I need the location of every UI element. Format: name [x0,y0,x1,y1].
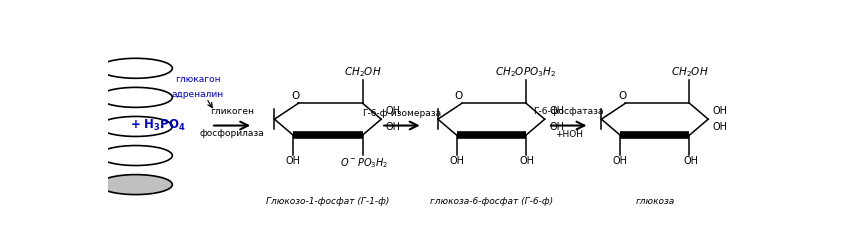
Text: OH: OH [386,122,401,132]
Circle shape [99,58,172,78]
Text: OH: OH [520,156,535,166]
Circle shape [99,116,172,136]
Text: OH: OH [386,106,401,116]
Text: OH: OH [449,156,464,166]
Circle shape [99,175,172,195]
Circle shape [99,146,172,165]
Text: $CH_2OH$: $CH_2OH$ [344,65,381,79]
Text: O: O [455,91,462,101]
Text: адреналин: адреналин [171,90,224,99]
Text: O: O [618,91,626,101]
Text: $\mathbf{+\ H_3PO_4}$: $\mathbf{+\ H_3PO_4}$ [131,118,186,133]
Text: Глюкозо-1-фосфат (Г-1-ф): Глюкозо-1-фосфат (Г-1-ф) [266,197,389,206]
Text: OH: OH [713,122,728,132]
Text: глюкагон: глюкагон [175,75,220,84]
Text: глюкоза: глюкоза [635,197,674,206]
Text: Г-6-фосфатаза: Г-6-фосфатаза [534,107,604,116]
Text: Г-6-ф-изомераза: Г-6-ф-изомераза [362,109,442,118]
Text: OH: OH [684,156,698,166]
Text: OH: OH [549,122,564,132]
Text: фосфорилаза: фосфорилаза [200,129,264,138]
Text: $O^-PO_3H_2$: $O^-PO_3H_2$ [340,156,388,170]
Text: OH: OH [549,106,564,116]
Text: OH: OH [713,106,728,116]
Text: гликоген: гликоген [210,107,254,116]
Text: O: O [291,91,300,101]
Text: +НОН: +НОН [554,130,583,139]
Text: OH: OH [286,156,300,166]
Text: глюкоза-6-фосфат (Г-6-ф): глюкоза-6-фосфат (Г-6-ф) [430,197,553,206]
Text: $CH_2OPO_3H_2$: $CH_2OPO_3H_2$ [495,65,556,79]
Circle shape [99,87,172,107]
Text: $CH_2OH$: $CH_2OH$ [671,65,709,79]
Text: OH: OH [612,156,628,166]
